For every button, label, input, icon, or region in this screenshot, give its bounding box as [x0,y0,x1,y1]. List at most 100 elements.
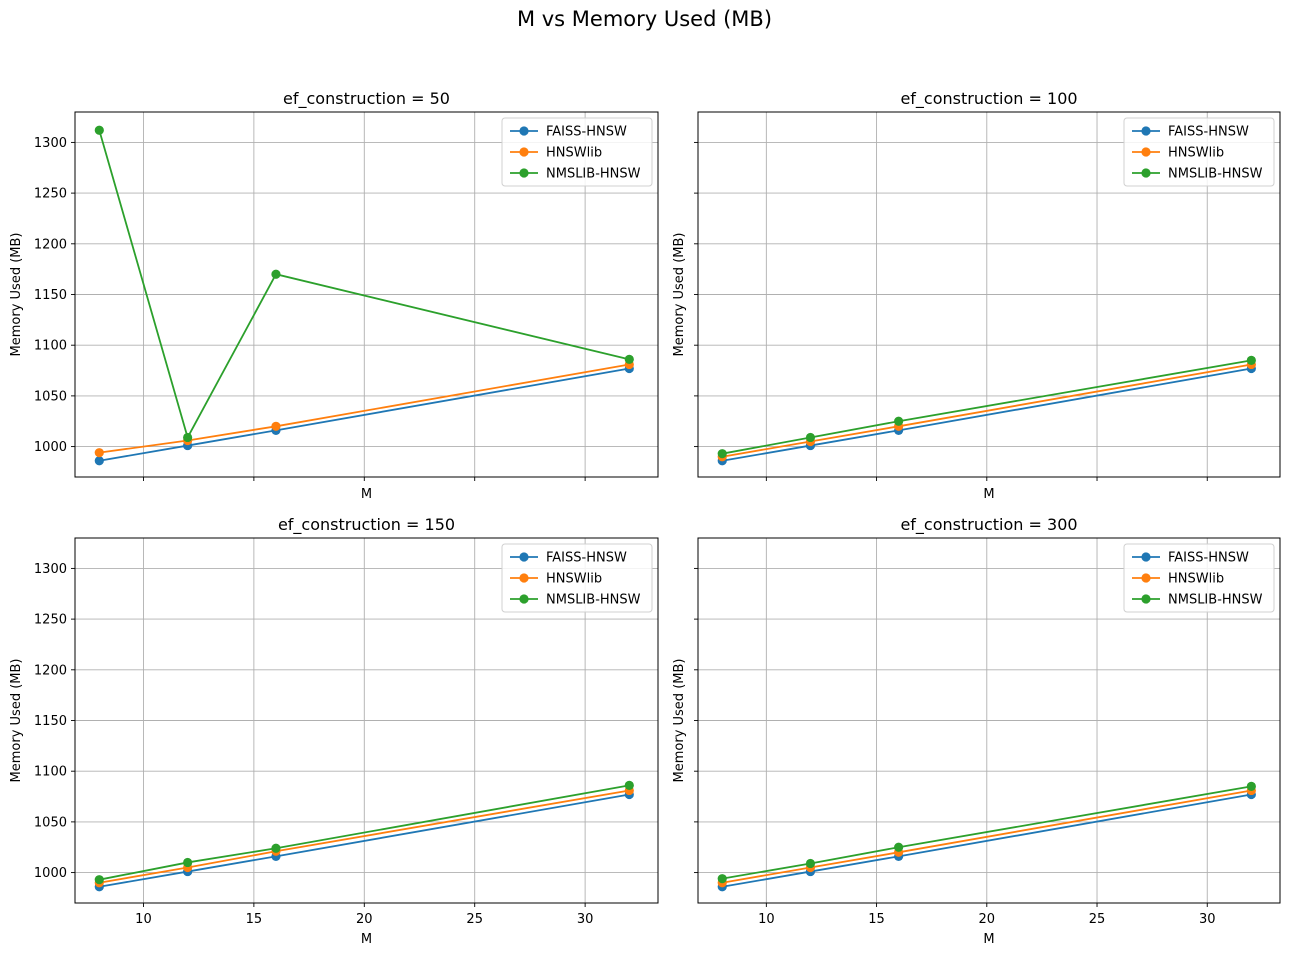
x-axis-label: M [983,487,994,502]
data-point-nmslib-hnsw [1246,355,1256,366]
legend-label: NMSLIB-HNSW [1168,593,1263,608]
subplot-4: 10 15 20 25 30 ef_construction = 300 M Memory U… [672,515,1281,947]
data-point-hnswlib [94,448,104,458]
subplot-title: ef_construction = 150 [278,515,455,535]
y-tick-label: 1200 [34,237,67,252]
subplot-1: 1000 1050 1100 1150 1200 1250 1300 ef_construct… [9,89,659,502]
plot-frame [74,537,659,904]
legend-marker [519,147,529,157]
x-axis-label: M [983,932,994,947]
y-axis-label: Memory Used (MB) [9,233,24,357]
legend-label: NMSLIB-HNSW [546,593,641,608]
x-tick-label: 20 [356,912,373,927]
legend: FAISS-HNSW HNSWlib NMSLIB-HNSW [1123,117,1275,187]
legend-label: FAISS-HNSW [546,125,627,140]
series-line-nmslib-hnsw [99,784,630,881]
series-line-faiss-hnsw [722,793,1252,888]
y-tick-label: 1250 [34,187,67,202]
plot-frame [74,111,659,478]
y-tick-label: 1150 [34,288,67,303]
legend: FAISS-HNSW HNSWlib NMSLIB-HNSW [1123,543,1275,613]
data-point-nmslib-hnsw [717,874,727,884]
y-tick-label: 1000 [34,866,67,881]
series-line-nmslib-hnsw [722,359,1252,455]
y-axis-label: Memory Used (MB) [9,659,24,783]
x-tick-label: 10 [135,912,152,927]
x-tick-label: 25 [1089,912,1106,927]
data-point-faiss-hnsw [94,456,104,466]
y-tick-label: 1050 [34,815,67,830]
legend-marker [519,552,529,562]
y-tick-label: 1050 [34,389,67,404]
y-axis-label: Memory Used (MB) [672,233,687,357]
legend-marker [1141,168,1151,178]
y-tick-label: 1250 [34,613,67,628]
series-line-nmslib-hnsw [722,785,1252,880]
data-point-nmslib-hnsw [94,875,104,885]
legend-label: FAISS-HNSW [546,551,627,566]
subplot-3: 10 15 20 25 30 1000 1050 1100 1150 1200 1250 1300 ef… [9,515,659,947]
legend-box [1123,543,1275,613]
x-tick-label: 25 [466,912,483,927]
data-point-nmslib-hnsw [717,449,727,459]
legend-label: HNSWlib [1168,572,1224,587]
y-tick-label: 1100 [34,765,67,780]
data-point-nmslib-hnsw [894,416,904,426]
plot-frame [697,111,1281,478]
legend: FAISS-HNSW HNSWlib NMSLIB-HNSW [501,543,653,613]
y-tick-label: 1150 [34,714,67,729]
y-tick-label: 1100 [34,339,67,354]
plot-frame [697,537,1281,904]
data-point-nmslib-hnsw [271,269,281,279]
data-point-nmslib-hnsw [624,354,634,364]
data-point-hnswlib [271,421,281,431]
legend: FAISS-HNSW HNSWlib NMSLIB-HNSW [501,117,653,187]
legend-marker [1141,552,1151,562]
legend-box [501,117,653,187]
legend-marker [519,126,529,136]
legend-label: HNSWlib [546,146,602,161]
x-tick-label: 15 [246,912,263,927]
subplots: 1000 1050 1100 1150 1200 1250 1300 ef_construct… [9,89,1281,947]
legend-marker [1141,594,1151,604]
subplot-2: ef_construction = 100 M Memory Used (MB) FA… [672,89,1281,502]
x-axis-label: M [361,932,372,947]
x-tick-label: 20 [979,912,996,927]
legend-marker [519,168,529,178]
legend-marker [1141,147,1151,157]
series-line-hnswlib [722,789,1252,884]
figure-title: M vs Memory Used (MB) [517,7,772,31]
subplot-title: ef_construction = 50 [283,89,450,109]
y-tick-label: 1000 [34,440,67,455]
y-tick-label: 1300 [34,136,67,151]
legend-label: FAISS-HNSW [1168,551,1249,566]
series-line-hnswlib [99,789,630,884]
data-point-nmslib-hnsw [183,432,193,443]
legend-label: NMSLIB-HNSW [1168,167,1263,182]
data-point-nmslib-hnsw [624,780,634,790]
legend-box [501,543,653,613]
legend-box [1123,117,1275,187]
legend-marker [1141,573,1151,583]
series-line-nmslib-hnsw [98,130,630,440]
legend-label: HNSWlib [546,572,602,587]
series-line-faiss-hnsw [722,367,1252,462]
legend-marker [519,573,529,583]
series-line-hnswlib [722,363,1252,458]
series-line-faiss-hnsw [99,793,630,888]
x-tick-label: 10 [758,912,775,927]
subplot-title: ef_construction = 100 [900,89,1077,109]
x-tick-label: 30 [577,912,594,927]
data-point-nmslib-hnsw [894,842,904,852]
y-tick-label: 1300 [34,562,67,577]
legend-marker [519,594,529,604]
data-point-nmslib-hnsw [271,843,281,853]
data-point-nmslib-hnsw [805,858,816,869]
x-tick-label: 15 [868,912,885,927]
legend-marker [1141,126,1151,136]
data-point-nmslib-hnsw [805,432,816,443]
legend-label: HNSWlib [1168,146,1224,161]
data-point-nmslib-hnsw [94,125,104,135]
y-axis-label: Memory Used (MB) [672,659,687,783]
